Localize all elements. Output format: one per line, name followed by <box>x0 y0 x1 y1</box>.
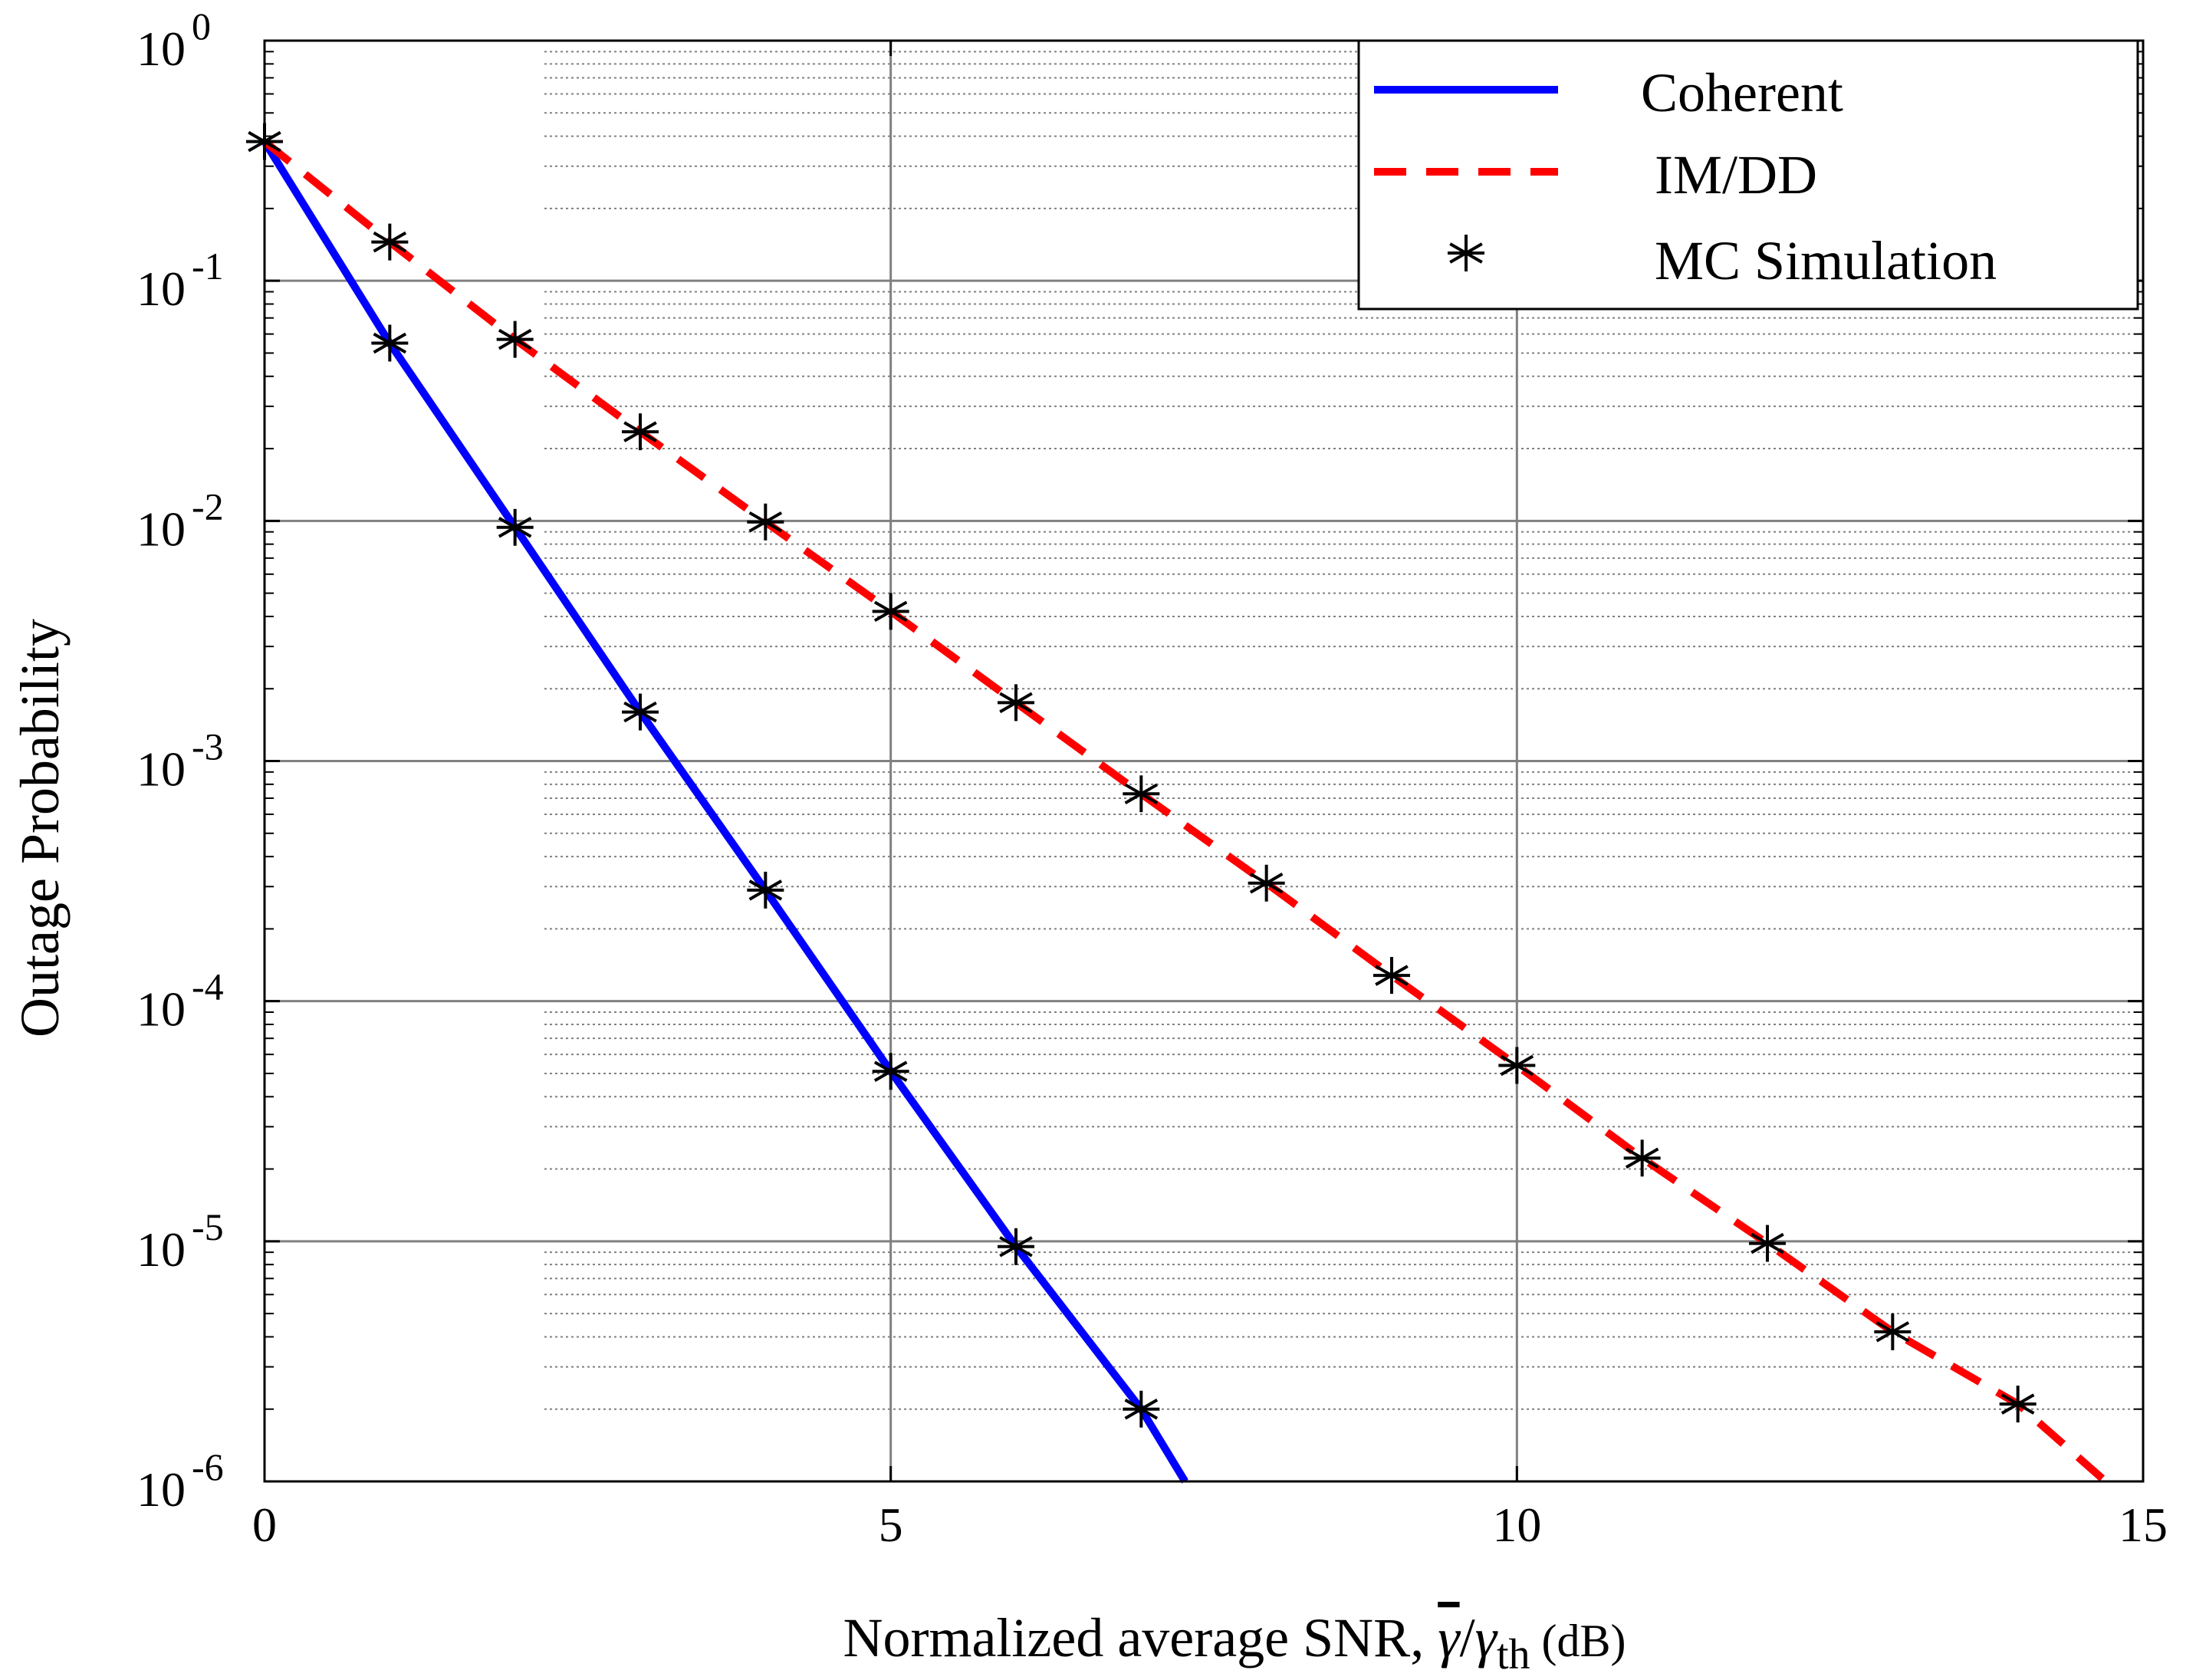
y-tick-label: 10 -4 <box>136 965 224 1037</box>
x-axis-gamma-bar: γ <box>1438 1607 1461 1668</box>
mc-marker <box>622 413 659 451</box>
legend-mc-label: MC Simulation <box>1655 230 1997 291</box>
y-tick-label: 10 -2 <box>136 485 224 556</box>
mc-marker <box>1999 1386 2037 1423</box>
mc-marker <box>496 508 534 546</box>
x-axis-label: Normalized average SNR, γ/γth (dB) <box>843 1607 1626 1678</box>
mc-marker <box>371 324 409 362</box>
x-axis-unit: (dB) <box>1530 1616 1626 1666</box>
mc-marker <box>998 684 1034 722</box>
series-line-im-dd <box>261 138 2109 1484</box>
mc-marker <box>1448 235 1484 271</box>
y-tick-label: 10 -6 <box>136 1445 224 1517</box>
mc-marker <box>1123 1390 1160 1428</box>
y-axis-label: Outage Probability <box>9 619 71 1037</box>
mc-marker <box>1498 1047 1536 1084</box>
y-tick-label: 10 -1 <box>136 245 224 316</box>
mc-marker <box>1123 775 1160 813</box>
x-axis-gamma: γ <box>1475 1607 1498 1668</box>
x-tick-label: 10 <box>1492 1498 1541 1552</box>
y-tick-label: 10 0 <box>136 5 211 76</box>
legend-imdd-label: IM/DD <box>1655 144 1817 205</box>
y-tick-label: 10 -5 <box>136 1205 224 1277</box>
mc-marker <box>872 593 909 630</box>
mc-marker <box>1874 1313 1912 1350</box>
mc-marker <box>998 1228 1034 1265</box>
x-axis-slash: / <box>1460 1607 1475 1668</box>
mc-marker <box>872 1053 909 1090</box>
legend-mc-marker <box>1448 235 1484 271</box>
x-tick-label: 5 <box>879 1498 903 1552</box>
legend: Coherent IM/DD MC Simulation <box>1357 39 2139 311</box>
mc-marker <box>496 321 534 358</box>
legend-coherent-label: Coherent <box>1641 62 1843 123</box>
mc-marker <box>1248 864 1285 902</box>
mc-marker <box>622 693 659 731</box>
y-tick-label: 10 -3 <box>136 725 224 797</box>
mc-marker <box>1373 957 1410 995</box>
x-tick-label: 15 <box>2119 1498 2168 1552</box>
x-tick-label: 0 <box>252 1498 277 1552</box>
mc-marker <box>371 223 409 261</box>
mc-marker <box>747 503 784 541</box>
x-tick-labels: 0 5 10 15 <box>252 1498 2168 1552</box>
mc-marker <box>1749 1225 1786 1262</box>
x-axis-label-text: Normalized average SNR, <box>843 1607 1438 1668</box>
mc-marker <box>747 871 784 909</box>
mc-marker <box>1623 1139 1661 1177</box>
x-axis-sub: th <box>1497 1631 1530 1678</box>
mc-simulation-markers <box>246 123 2037 1428</box>
